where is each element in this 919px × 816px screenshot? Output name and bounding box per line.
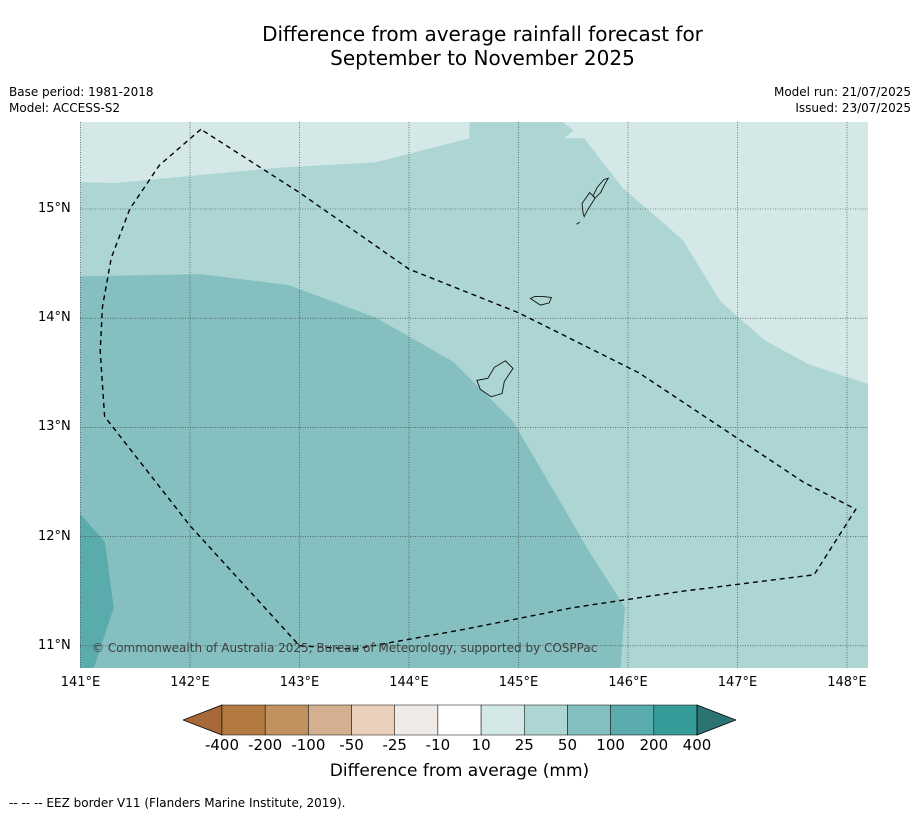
colorbar-tick: -100 xyxy=(291,736,326,754)
colorbar-tick: 50 xyxy=(557,736,577,754)
colorbar-tick: -50 xyxy=(339,736,364,754)
map-title: Difference from average rainfall forecas… xyxy=(0,22,919,70)
colorbar-segment xyxy=(264,704,309,736)
colorbar-tick: 100 xyxy=(596,736,625,754)
colorbar-segment xyxy=(308,704,352,736)
colorbar-title: Difference from average (mm) xyxy=(329,761,590,781)
copyright-notice: © Commonwealth of Australia 2025, Bureau… xyxy=(92,641,598,655)
island-2 xyxy=(581,191,596,218)
model-run: Model run: 21/07/2025 xyxy=(773,85,911,99)
lat-label: 11°N xyxy=(38,637,71,653)
eez-footnote: -- -- -- EEZ border V11 (Flanders Marine… xyxy=(9,796,346,810)
colorbar-tick: -400 xyxy=(204,736,240,754)
lon-label: 146°E xyxy=(608,675,648,690)
island-1 xyxy=(529,295,553,306)
lon-label: 148°E xyxy=(827,675,867,690)
lon-label: 145°E xyxy=(498,675,539,690)
colorbar-segment xyxy=(610,704,655,736)
colorbar-tick: 400 xyxy=(682,736,712,754)
lon-label: 142°E xyxy=(170,675,210,690)
region-3 xyxy=(563,126,868,384)
colorbar-segment xyxy=(437,704,482,736)
colorbar xyxy=(183,704,736,736)
title-line-2: September to November 2025 xyxy=(330,46,635,70)
island-4 xyxy=(576,221,581,225)
colorbar-tick: -200 xyxy=(248,736,283,754)
base-period: Base period: 1981-2018 xyxy=(9,85,154,99)
colorbar-segment xyxy=(567,704,611,736)
meta-left: Base period: 1981-2018 Model: ACCESS-S2 xyxy=(9,84,154,116)
colorbar-segment xyxy=(524,704,568,736)
colorbar-tick: -10 xyxy=(425,736,451,754)
graticule xyxy=(80,122,868,668)
region-4 xyxy=(80,274,626,668)
meta-right: Model run: 21/07/2025 Issued: 23/07/2025 xyxy=(774,84,911,116)
colorbar-tick: 25 xyxy=(514,736,534,754)
colorbar-extend-low xyxy=(183,704,223,736)
lat-label: 13°N xyxy=(38,419,71,435)
rainfall-map xyxy=(80,122,868,668)
colorbar-tick: 10 xyxy=(471,736,491,754)
colorbar-segment xyxy=(221,704,266,736)
islands xyxy=(476,177,610,398)
colorbar-extend-high xyxy=(696,704,736,736)
eez-border xyxy=(99,128,857,650)
colorbar-segment xyxy=(351,704,395,736)
island-0 xyxy=(476,360,514,398)
lon-label: 143°E xyxy=(279,675,320,690)
region-1 xyxy=(80,122,470,184)
colorbar-segment xyxy=(394,704,439,736)
lat-label: 12°N xyxy=(38,528,71,544)
lon-label: 147°E xyxy=(717,675,758,690)
colorbar-tick: -25 xyxy=(382,736,407,754)
island-3 xyxy=(592,177,610,199)
lat-label: 15°N xyxy=(38,201,71,216)
model-name: Model: ACCESS-S2 xyxy=(9,101,121,115)
lon-label: 144°E xyxy=(389,675,429,690)
forecast-regions xyxy=(80,122,868,668)
colorbar-segment xyxy=(480,704,525,736)
eez-border-line xyxy=(99,128,857,650)
colorbar-segment xyxy=(653,704,698,736)
colorbar-tick: 200 xyxy=(639,736,669,754)
lon-label: 141°E xyxy=(60,675,101,690)
lat-label: 14°N xyxy=(38,310,71,326)
title-line-1: Difference from average rainfall forecas… xyxy=(262,22,703,46)
issued-date: Issued: 23/07/2025 xyxy=(795,101,911,115)
